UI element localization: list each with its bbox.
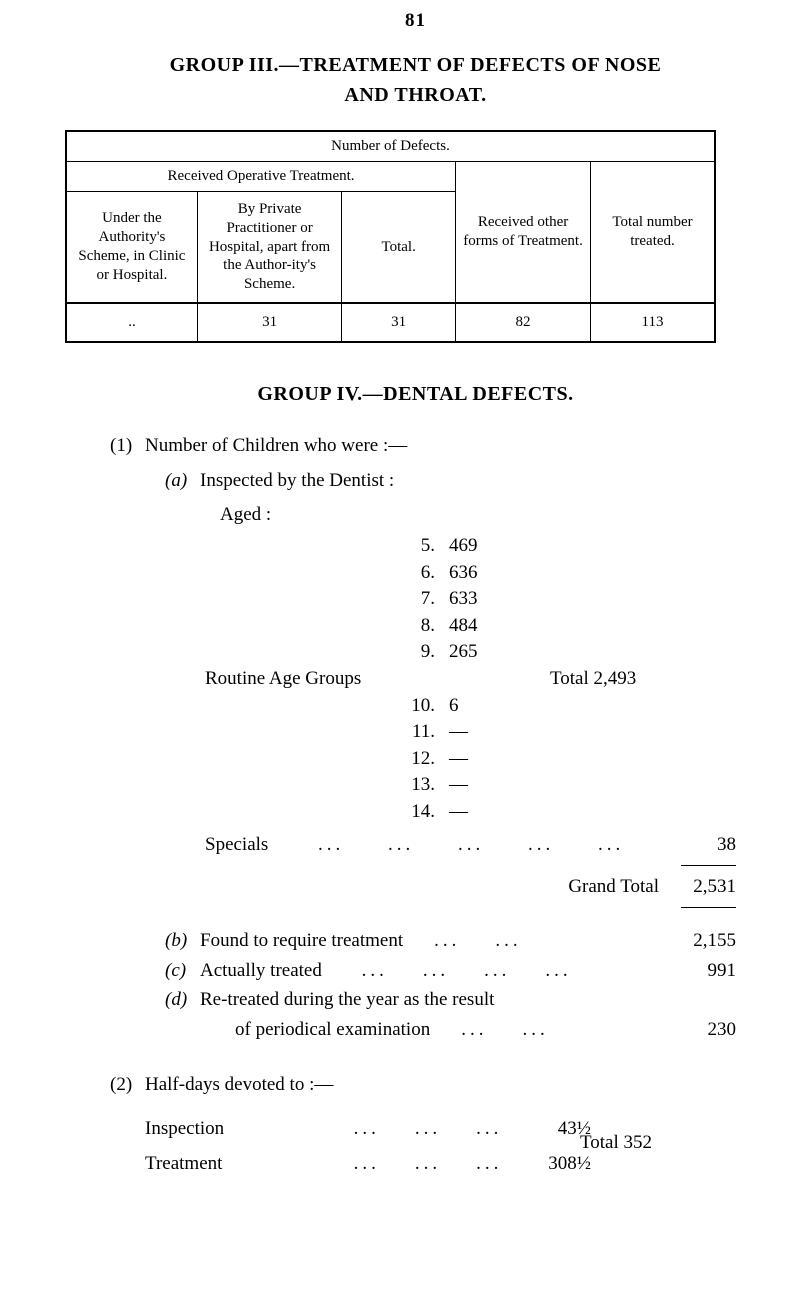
age-label-9: 9. <box>90 639 449 666</box>
aged-label: Aged : <box>220 500 271 529</box>
col-total: Total. <box>342 192 456 303</box>
table-caption: Number of Defects. <box>66 131 715 162</box>
row-under: .. <box>66 303 197 342</box>
total-word: Total <box>550 668 589 689</box>
sec2-title: Half-days devoted to :— <box>145 1070 333 1099</box>
bcd-block: (b) Found to require treatment ... ... 2… <box>90 926 741 1044</box>
row-total: 31 <box>342 303 456 342</box>
age-label-12: 12. <box>90 746 449 773</box>
inspection-value: 43½ <box>511 1114 591 1143</box>
item-d-line2: of periodical examination ... ... <box>200 1015 666 1044</box>
col-under: Under the Authority's Scheme, in Clinic … <box>66 192 197 303</box>
row-total-treated: 113 <box>591 303 715 342</box>
item-a-text: Inspected by the Dentist : <box>200 466 394 495</box>
age-val-13: — <box>449 772 529 799</box>
item-b-text: Found to require treatment ... ... <box>200 926 666 955</box>
group-iv-body: (1) Number of Children who were :— (a) I… <box>90 431 741 1179</box>
sec2-total-value: 352 <box>624 1132 653 1153</box>
rule-short-2 <box>681 907 736 908</box>
row-other: 82 <box>456 303 591 342</box>
defects-table: Number of Defects. Received Operative Tr… <box>65 130 716 343</box>
col-other: Received other forms of Treatment. <box>456 162 591 303</box>
grand-total-label: Grand Total <box>568 872 674 901</box>
row-private: 31 <box>197 303 341 342</box>
group-iv-title: GROUP IV.—DENTAL DEFECTS. <box>90 383 741 406</box>
page: 81 GROUP III.—TREATMENT OF DEFECTS OF NO… <box>0 0 801 1310</box>
routine-row: Routine Age Groups Total 2,493 <box>90 666 741 693</box>
rule-short-1 <box>681 865 736 866</box>
age-val-12: — <box>449 746 529 773</box>
age-val-8: 484 <box>449 613 529 640</box>
age-label-14: 14. <box>90 799 449 826</box>
idx-b: (b) <box>165 926 200 955</box>
specials-val: 38 <box>674 830 741 859</box>
item-c-text: Actually treated ... ... ... ... <box>200 956 666 985</box>
col-total-treated: Total number treated. <box>591 162 715 303</box>
num-children-label: Number of Children who were :— <box>145 431 407 460</box>
sec2-total-label: Total <box>580 1132 619 1153</box>
page-number: 81 <box>90 10 741 32</box>
sec2-header: (2) Half-days devoted to :— <box>90 1070 741 1099</box>
idx-d: (d) <box>165 985 200 1014</box>
age-label-8: 8. <box>90 613 449 640</box>
routine-label: Routine Age Groups <box>205 666 361 693</box>
age-label-5: 5. <box>90 533 449 560</box>
group-iii-title: GROUP III.—TREATMENT OF DEFECTS OF NOSE … <box>90 50 741 110</box>
dots: ... ... ... ... ... <box>268 830 674 859</box>
group-iii-title-line1: GROUP III.—TREATMENT OF DEFECTS OF NOSE <box>90 50 741 80</box>
idx-a: (a) <box>165 466 200 495</box>
age-label-10: 10. <box>90 693 449 720</box>
item-d-value: 230 <box>666 1015 741 1044</box>
age-label-11: 11. <box>90 719 449 746</box>
age-label-6: 6. <box>90 560 449 587</box>
idx-1: (1) <box>110 431 145 460</box>
received-header: Received Operative Treatment. <box>66 162 456 192</box>
idx-c: (c) <box>165 956 200 985</box>
age-val-10: 6 <box>449 693 529 720</box>
idx-2: (2) <box>110 1070 145 1099</box>
item-b-value: 2,155 <box>666 926 741 955</box>
item-d-line1: Re-treated during the year as the result <box>200 985 741 1014</box>
sec2-rows: Inspection ... ... ... 43½ Total 352 Tre… <box>90 1114 741 1179</box>
sec2-total: Total 352 <box>580 1128 652 1157</box>
age-val-6: 636 <box>449 560 529 587</box>
routine-total-number: 2,493 <box>594 668 637 689</box>
routine-total: Total 2,493 <box>550 666 636 693</box>
specials-row: Specials ... ... ... ... ... 38 <box>90 830 741 859</box>
age-label-13: 13. <box>90 772 449 799</box>
grand-total-value: 2,531 <box>674 872 741 901</box>
age-val-7: 633 <box>449 586 529 613</box>
age-label-7: 7. <box>90 586 449 613</box>
item-c-value: 991 <box>666 956 741 985</box>
age-val-14: — <box>449 799 529 826</box>
grand-total-row: Grand Total 2,531 <box>90 872 741 901</box>
col-private: By Private Practitioner or Hospital, apa… <box>197 192 341 303</box>
age-list: 5.469 6.636 7.633 8.484 9.265 Routine Ag… <box>90 533 741 826</box>
treatment-value: 308½ <box>511 1149 591 1178</box>
group-iii-title-line2: AND THROAT. <box>90 80 741 110</box>
inspection-label: Inspection <box>145 1114 345 1143</box>
age-val-5: 469 <box>449 533 529 560</box>
age-val-9: 265 <box>449 639 529 666</box>
dots: ... ... ... <box>345 1149 511 1178</box>
dots: ... ... ... <box>345 1114 511 1143</box>
age-val-11: — <box>449 719 529 746</box>
treatment-label: Treatment <box>145 1149 345 1178</box>
specials-label: Specials <box>90 830 268 859</box>
